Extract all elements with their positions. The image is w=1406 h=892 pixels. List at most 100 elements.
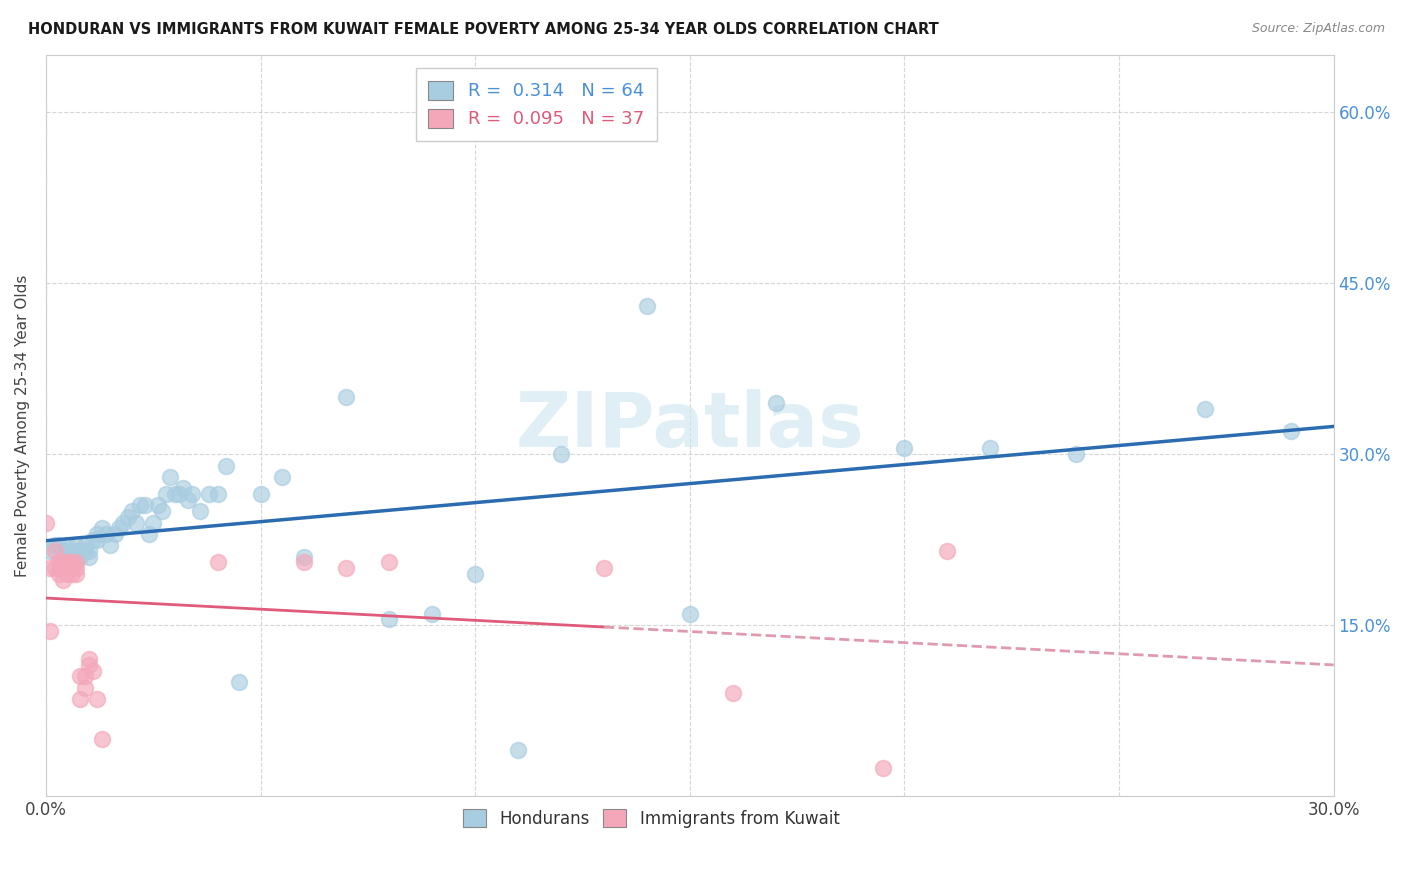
Point [167,487,190,501]
Point [893,442,915,456]
Point [464,566,486,581]
Point [378,612,401,626]
Point [73,544,96,558]
Point [48,538,70,552]
Point [65,555,87,569]
Point [215,458,238,473]
Point [1279,425,1302,439]
Point [52,555,75,569]
Point [138,527,160,541]
Legend: Hondurans, Immigrants from Kuwait: Hondurans, Immigrants from Kuwait [454,801,848,836]
Point [180,487,202,501]
Point [94,527,117,541]
Point [69,549,91,564]
Point [82,664,104,678]
Point [593,561,616,575]
Point [134,499,156,513]
Point [35,516,58,530]
Point [765,396,787,410]
Point [98,538,121,552]
Point [420,607,443,621]
Point [39,624,62,638]
Point [73,669,96,683]
Y-axis label: Female Poverty Among 25-34 Year Olds: Female Poverty Among 25-34 Year Olds [15,275,30,577]
Point [73,681,96,695]
Point [52,561,75,575]
Point [52,555,75,569]
Point [86,527,108,541]
Point [108,521,131,535]
Point [125,516,148,530]
Point [335,561,357,575]
Point [65,544,87,558]
Point [82,533,104,547]
Point [52,544,75,558]
Point [39,544,62,558]
Point [60,549,83,564]
Point [48,561,70,575]
Point [129,499,152,513]
Point [198,487,221,501]
Point [679,607,702,621]
Point [176,492,198,507]
Point [159,470,181,484]
Point [292,549,315,564]
Point [271,470,294,484]
Point [378,555,401,569]
Point [52,573,75,587]
Point [65,561,87,575]
Point [77,544,100,558]
Point [104,527,127,541]
Point [77,549,100,564]
Point [69,669,91,683]
Point [979,442,1001,456]
Point [44,544,66,558]
Point [335,390,357,404]
Point [121,504,143,518]
Point [48,561,70,575]
Text: Source: ZipAtlas.com: Source: ZipAtlas.com [1251,22,1385,36]
Point [292,555,315,569]
Point [508,743,530,757]
Point [48,566,70,581]
Point [69,692,91,706]
Point [86,692,108,706]
Point [112,516,135,530]
Point [636,299,658,313]
Point [146,499,169,513]
Point [90,521,112,535]
Point [163,487,186,501]
Point [1064,447,1087,461]
Point [44,538,66,552]
Text: ZIPatlas: ZIPatlas [516,389,865,463]
Point [69,544,91,558]
Point [44,561,66,575]
Point [73,538,96,552]
Point [550,447,572,461]
Point [60,561,83,575]
Point [190,504,212,518]
Point [207,487,229,501]
Point [721,686,744,700]
Point [60,555,83,569]
Point [1194,401,1216,416]
Point [872,761,894,775]
Point [56,561,79,575]
Point [142,516,165,530]
Point [249,487,271,501]
Point [65,538,87,552]
Point [155,487,177,501]
Point [90,732,112,747]
Point [48,555,70,569]
Point [56,538,79,552]
Point [56,566,79,581]
Point [56,544,79,558]
Point [56,555,79,569]
Point [150,504,173,518]
Point [77,652,100,666]
Point [65,566,87,581]
Point [207,555,229,569]
Point [228,675,250,690]
Point [39,561,62,575]
Point [936,544,959,558]
